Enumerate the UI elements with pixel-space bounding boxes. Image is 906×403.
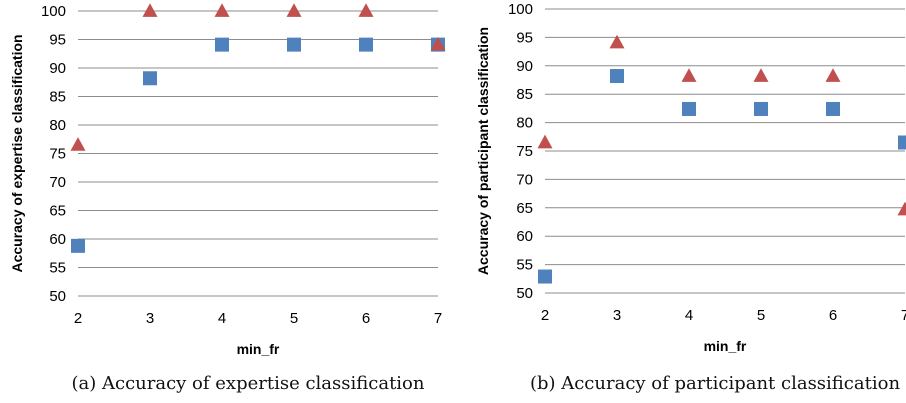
x-tick-label: 2 (541, 307, 549, 324)
data-point-square (71, 239, 85, 253)
y-tick-label: 70 (516, 171, 533, 188)
data-point-square (682, 102, 696, 116)
data-point-triangle (610, 35, 625, 49)
y-tick-label: 100 (508, 1, 533, 18)
data-point-square (826, 102, 840, 116)
y-axis-title: Accuracy of participant classification (475, 27, 491, 275)
x-axis-title: min_fr (237, 341, 280, 357)
x-tick-label: 6 (829, 307, 837, 324)
y-tick-label: 55 (516, 257, 533, 274)
x-tick-label: 5 (290, 310, 298, 327)
y-tick-label: 55 (49, 260, 66, 277)
y-axis-title: Accuracy of expertise classification (9, 34, 25, 272)
x-tick-label: 7 (901, 307, 906, 324)
data-point-triangle (682, 68, 697, 82)
data-point-triangle (754, 68, 769, 82)
data-point-triangle (826, 68, 841, 82)
y-tick-label: 90 (49, 60, 66, 77)
panel-caption: (b) Accuracy of participant classificati… (530, 373, 901, 394)
data-point-square (287, 38, 301, 52)
x-tick-label: 5 (757, 307, 765, 324)
x-tick-label: 6 (362, 310, 370, 327)
y-tick-label: 90 (516, 58, 533, 75)
data-point-square (898, 135, 906, 149)
data-point-triangle (71, 137, 86, 151)
y-tick-label: 85 (49, 89, 66, 106)
data-point-triangle (359, 3, 374, 17)
data-point-square (359, 38, 373, 52)
x-tick-label: 2 (74, 310, 82, 327)
panel-b: 50 55 60 65 70 75 80 85 90 95 100 2 3 4 5 6 7 min_fr Accur… (475, 1, 906, 394)
panel-caption: (a) Accuracy of expertise classification (71, 373, 424, 394)
y-tick-label: 50 (516, 285, 533, 302)
data-point-square (610, 69, 624, 83)
y-tick-label: 70 (49, 174, 66, 191)
data-point-square (143, 71, 157, 85)
panel-a: 50 55 60 65 70 75 80 85 90 95 100 2 3 4 5 6 7 min_fr Accur… (9, 3, 446, 394)
x-tick-label: 4 (218, 310, 226, 327)
data-point-triangle (287, 3, 302, 17)
y-tick-label: 75 (49, 146, 66, 163)
data-point-triangle (143, 3, 158, 17)
data-point-triangle (898, 202, 906, 216)
data-point-triangle (215, 3, 230, 17)
x-tick-label: 3 (613, 307, 621, 324)
y-tick-label: 60 (516, 228, 533, 245)
x-tick-label: 3 (146, 310, 154, 327)
y-tick-label: 80 (516, 115, 533, 132)
data-point-square (754, 102, 768, 116)
y-tick-label: 80 (49, 117, 66, 134)
y-tick-label: 65 (49, 203, 66, 220)
y-tick-label: 65 (516, 200, 533, 217)
y-tick-label: 75 (516, 143, 533, 160)
data-point-square (215, 38, 229, 52)
y-tick-label: 85 (516, 86, 533, 103)
data-point-triangle (538, 135, 553, 149)
data-point-square (538, 270, 552, 284)
x-tick-label: 4 (685, 307, 693, 324)
y-tick-label: 95 (516, 29, 533, 46)
y-tick-label: 95 (49, 32, 66, 49)
y-tick-label: 50 (49, 288, 66, 305)
x-axis-title: min_fr (704, 338, 747, 354)
y-tick-label: 60 (49, 231, 66, 248)
y-tick-label: 100 (41, 3, 66, 20)
x-tick-label: 7 (434, 310, 442, 327)
